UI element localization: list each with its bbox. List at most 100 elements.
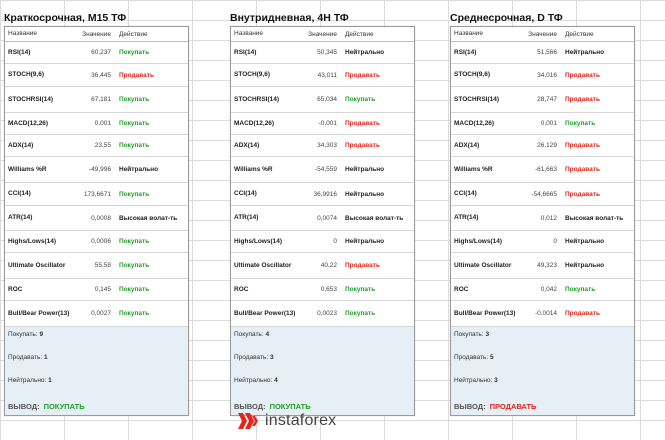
indicator-name: MACD(12,26)	[234, 119, 275, 127]
indicator-name: Williams %R	[454, 165, 493, 173]
verdict-value: ПРОДАВАТЬ	[489, 402, 537, 411]
indicator-name: STOCH(9,6)	[234, 71, 270, 79]
indicator-name: CCI(14)	[454, 190, 477, 198]
summary-label: Нейтрально:	[8, 377, 47, 384]
indicator-name: ADX(14)	[8, 141, 34, 149]
indicator-action: Нейтрально	[119, 166, 159, 173]
summary-label: Продавать:	[8, 354, 43, 361]
indicator-value: 0,653	[320, 286, 337, 293]
indicator-value: 0,001	[94, 120, 111, 127]
indicator-value: 0,0006	[91, 238, 111, 245]
indicator-name: CCI(14)	[8, 190, 31, 198]
column-header-value: Значение	[82, 30, 111, 38]
indicator-action: Продавать	[345, 71, 380, 79]
indicator-value: 0,0074	[317, 214, 337, 222]
summary-value: 4	[265, 331, 270, 338]
indicator-action: Покупать	[119, 142, 150, 149]
summary-panel: Покупать: 3 Продавать: 5 Нейтрально: 3 ВЫВО…	[451, 327, 634, 415]
indicator-name: ROC	[454, 285, 469, 293]
verdict-label: ВЫВОД:	[454, 402, 486, 411]
indicator-name: STOCHRSI(14)	[8, 95, 54, 103]
indicator-action: Покупать	[119, 238, 150, 245]
column-header-value: Значение	[308, 30, 337, 38]
indicator-action: Продавать	[345, 262, 380, 269]
indicator-value: -54,559	[314, 166, 337, 173]
indicator-action: Продавать	[345, 142, 380, 149]
verdict: ВЫВОД: ПРОДАВАТЬ	[454, 402, 536, 411]
table-row: ROC 0,042 Покупать	[451, 279, 634, 301]
summary-panel: Покупать: 4 Продавать: 3 Нейтрально: 4 ВЫВО…	[231, 327, 414, 415]
indicator-action: Нейтрально	[345, 190, 385, 198]
indicator-action: Продавать	[565, 310, 600, 317]
summary-value: 4	[274, 377, 278, 384]
summary-value: 9	[39, 331, 44, 338]
indicator-value: 26,129	[537, 142, 557, 149]
indicator-name: Bull/Bear Power(13)	[454, 309, 516, 317]
table-row: STOCH(9,6) 34,016 Продавать	[451, 64, 634, 87]
indicator-name: ATR(14)	[234, 214, 259, 222]
table-title: Внутридневная, 4H ТФ	[230, 12, 349, 24]
summary-buy-count: Покупать: 4	[234, 331, 269, 338]
summary-value: 1	[44, 354, 48, 361]
indicator-action: Покупать	[565, 286, 596, 293]
indicator-table-m15: Название Значение Действие RSI(14) 60,237 Пок…	[4, 26, 189, 416]
indicator-name: MACD(12,26)	[454, 119, 495, 127]
summary-label: Покупать:	[234, 331, 264, 338]
indicator-name: ATR(14)	[454, 214, 479, 222]
table-row: ADX(14) 34,303 Продавать	[231, 135, 414, 157]
indicator-name: STOCHRSI(14)	[454, 95, 500, 103]
indicator-name: STOCH(9,6)	[454, 71, 490, 79]
table-row: Highs/Lows(14) 0 Нейтрально	[451, 231, 634, 253]
indicator-value: -0,001	[318, 120, 337, 127]
indicator-action: Высокая волат-ть	[565, 214, 624, 222]
table-row: RSI(14) 51,566 Нейтрально	[451, 42, 634, 64]
indicator-action: Нейтрально	[345, 49, 385, 56]
summary-neutral-count: Нейтрально: 3	[454, 377, 498, 384]
table-row: MACD(12,26) 0,001 Покупать	[451, 113, 634, 135]
indicator-action: Нейтрально	[345, 238, 385, 245]
indicator-name: STOCHRSI(14)	[234, 95, 280, 103]
indicator-value: 50,345	[317, 49, 337, 56]
table-row: STOCHRSI(14) 65,034 Покупать	[231, 87, 414, 113]
indicator-action: Продавать	[119, 71, 154, 79]
table-row: STOCHRSI(14) 67,181 Покупать	[5, 87, 188, 113]
indicator-value: 40,22	[320, 262, 337, 269]
indicator-name: ADX(14)	[234, 141, 260, 149]
table-title: Среднесрочная, D ТФ	[450, 12, 563, 24]
indicator-value: 0,0023	[317, 310, 337, 317]
indicator-value: 36,445	[91, 71, 111, 79]
summary-label: Нейтрально:	[234, 377, 273, 384]
table-row: ROC 0,145 Покупать	[5, 279, 188, 301]
column-header-action: Действие	[345, 30, 374, 38]
indicator-name: RSI(14)	[454, 48, 477, 56]
indicator-action: Нейтрально	[565, 238, 605, 245]
summary-value: 1	[48, 377, 52, 384]
indicator-table-4h: Название Значение Действие RSI(14) 50,345 Ней…	[230, 26, 415, 416]
indicator-name: ADX(14)	[454, 141, 480, 149]
indicator-action: Покупать	[119, 120, 150, 127]
indicator-value: 55,58	[94, 262, 111, 269]
indicator-value: -54,6665	[531, 190, 557, 198]
indicator-action: Продавать	[345, 120, 380, 127]
table-title: Краткосрочная, M15 ТФ	[4, 12, 127, 24]
indicator-action: Покупать	[345, 286, 376, 293]
indicator-name: RSI(14)	[234, 48, 257, 56]
indicator-value: 67,181	[91, 96, 111, 103]
table-row: ROC 0,653 Покупать	[231, 279, 414, 301]
indicator-name: Ultimate Oscillator	[234, 261, 292, 269]
indicator-action: Покупать	[119, 286, 150, 293]
table-row: RSI(14) 60,237 Покупать	[5, 42, 188, 64]
indicator-action: Нейтрально	[345, 166, 385, 173]
indicator-name: Williams %R	[234, 165, 273, 173]
indicator-name: STOCH(9,6)	[8, 71, 44, 79]
indicator-action: Покупать	[119, 190, 150, 198]
table-row: MACD(12,26) -0,001 Продавать	[231, 113, 414, 135]
column-header-action: Действие	[119, 30, 148, 38]
verdict: ВЫВОД: ПОКУПАТЬ	[234, 402, 311, 411]
table-row: Highs/Lows(14) 0 Нейтрально	[231, 231, 414, 253]
summary-value: 3	[270, 354, 274, 361]
column-header-action: Действие	[565, 30, 594, 38]
indicator-action: Покупать	[119, 96, 150, 103]
table-row: CCI(14) 36,9916 Нейтрально	[231, 183, 414, 206]
table-row: STOCH(9,6) 43,011 Продавать	[231, 64, 414, 87]
